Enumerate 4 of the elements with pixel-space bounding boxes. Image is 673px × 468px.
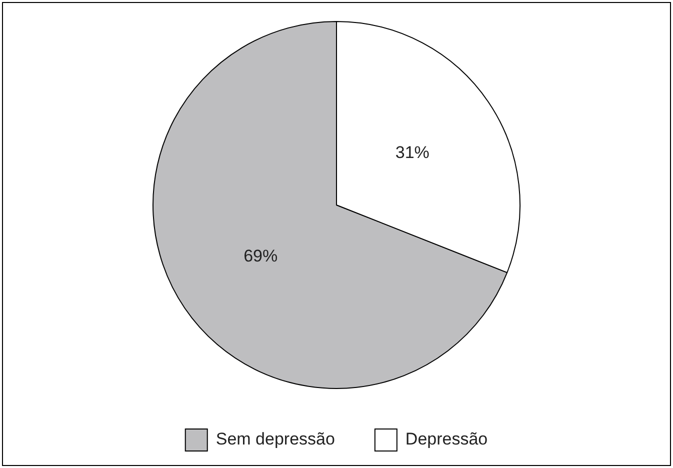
legend-label: Sem depressão: [216, 430, 335, 449]
data-label: 31%: [395, 143, 430, 162]
data-label: 69%: [244, 246, 278, 266]
legend-label: Depressão: [405, 430, 488, 449]
